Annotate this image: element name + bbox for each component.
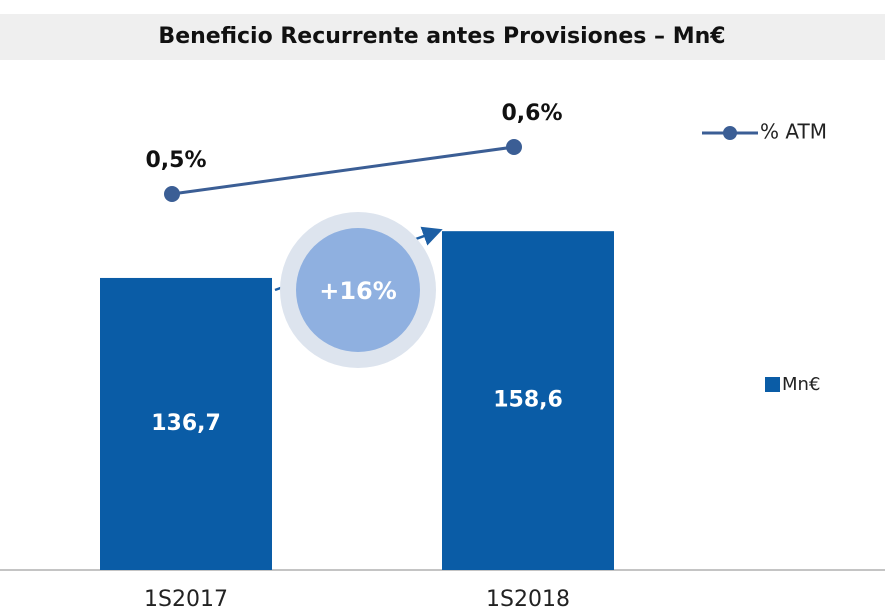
growth-label: +16% <box>319 277 397 305</box>
chart-title: Beneficio Recurrente antes Provisiones –… <box>158 24 725 49</box>
x-tick-label: 1S2018 <box>486 587 570 612</box>
x-tick-label: 1S2017 <box>144 587 228 612</box>
title-band <box>0 14 885 60</box>
line-marker <box>506 139 522 155</box>
line <box>171 145 515 196</box>
legend-label: Mn€ <box>782 374 820 395</box>
legend-swatch <box>765 377 780 392</box>
legend-label: % ATM <box>760 120 827 144</box>
bar-value-label: 158,6 <box>493 388 563 413</box>
line-value-label: 0,5% <box>145 148 206 173</box>
bar-value-label: 136,7 <box>151 411 221 436</box>
legend-marker <box>723 126 737 140</box>
line-marker <box>164 186 180 202</box>
line-value-label: 0,6% <box>501 101 562 126</box>
bar <box>442 231 614 570</box>
growth-circle <box>296 228 420 352</box>
bar <box>100 277 272 570</box>
